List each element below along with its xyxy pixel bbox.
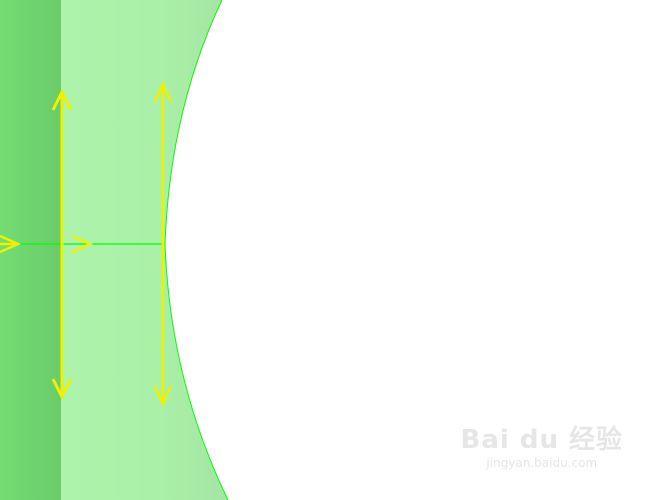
baidu-watermark: Bai du 经验 jingyan.baidu.com bbox=[461, 419, 624, 470]
dark-green-strip bbox=[0, 0, 61, 500]
vertical-dimension-arrow-left bbox=[51, 88, 73, 401]
watermark-brand: Bai du 经验 bbox=[460, 425, 623, 455]
curved-edge bbox=[164, 0, 229, 500]
horizontal-arrow-heads bbox=[0, 234, 94, 254]
vertical-dimension-arrow-right bbox=[153, 80, 173, 408]
watermark-url: jingyan.baidu.com bbox=[486, 456, 598, 470]
light-green-body bbox=[60, 0, 228, 500]
